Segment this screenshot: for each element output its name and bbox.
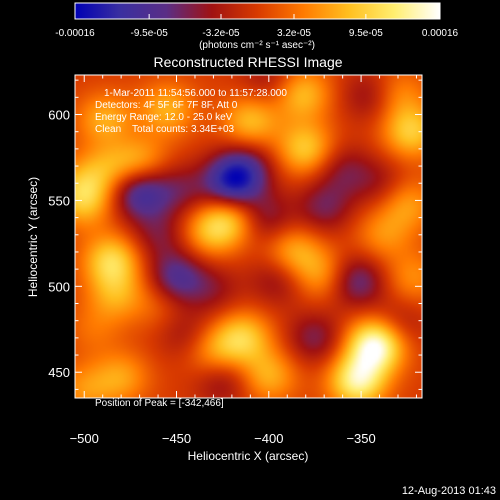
colorbar: -0.00016 -9.5e-05 -3.2e-05 3.2e-05 9.5e-05 0.…: [55, 2, 459, 51]
y-tick-label: 600: [48, 108, 70, 123]
colorbar-frame: [74, 2, 441, 20]
colorbar-ticks: [74, 14, 441, 19]
annotation-detectors: Detectors: 4F 5F 6F 7F 8F, Att 0: [95, 100, 238, 111]
x-axis-title: Heliocentric X (arcsec): [188, 449, 309, 463]
x-tick-label: −350: [346, 431, 375, 446]
colorbar-tick-label: -9.5e-05: [131, 28, 169, 39]
annotation-total-counts: Clean Total counts: 3.34E+03: [95, 124, 235, 135]
y-tick-label: 450: [48, 365, 70, 380]
peak-position-label: Position of Peak = [-342,466]: [95, 398, 224, 409]
plot-frame: [74, 74, 423, 399]
colorbar-strip: [75, 3, 440, 19]
chart-title: Reconstructed RHESSI Image: [153, 54, 342, 70]
y-axis-tick-labels: 450 500 550 600: [48, 108, 70, 381]
colorbar-tick-label: 9.5e-05: [349, 28, 383, 39]
x-axis-tick-labels: −500 −450 −400 −350: [70, 431, 376, 446]
colorbar-tick-labels: -0.00016 -9.5e-05 -3.2e-05 3.2e-05 9.5e-05 0.…: [55, 28, 458, 39]
x-tick-label: −450: [162, 431, 191, 446]
colorbar-tick-label: -3.2e-05: [202, 28, 240, 39]
y-axis-title: Heliocentric Y (arcsec): [26, 177, 40, 297]
annotation-time-range: 1-Mar-2011 11:54:56.000 to 11:57:28.000: [104, 88, 287, 99]
x-tick-label: −500: [70, 431, 99, 446]
annotation-energy-range: Energy Range: 12.0 - 25.0 keV: [95, 112, 233, 123]
colorbar-unit-label: (photons cm⁻² s⁻¹ asec⁻²): [199, 40, 315, 51]
colorbar-tick-label: 0.00016: [422, 28, 459, 39]
y-tick-label: 500: [48, 279, 70, 294]
y-tick-label: 550: [48, 193, 70, 208]
plot-area: [74, 74, 423, 399]
x-tick-label: −400: [254, 431, 283, 446]
colorbar-tick-label: 3.2e-05: [277, 28, 311, 39]
colorbar-tick-label: -0.00016: [55, 28, 95, 39]
annotation-block: 1-Mar-2011 11:54:56.000 to 11:57:28.000 …: [95, 88, 287, 135]
x-axis-ticks: [83, 75, 417, 398]
y-axis-ticks: [75, 79, 422, 390]
heatmap-image: [75, 75, 422, 398]
footer-date: 12-Aug-2013 01:43: [402, 485, 496, 497]
